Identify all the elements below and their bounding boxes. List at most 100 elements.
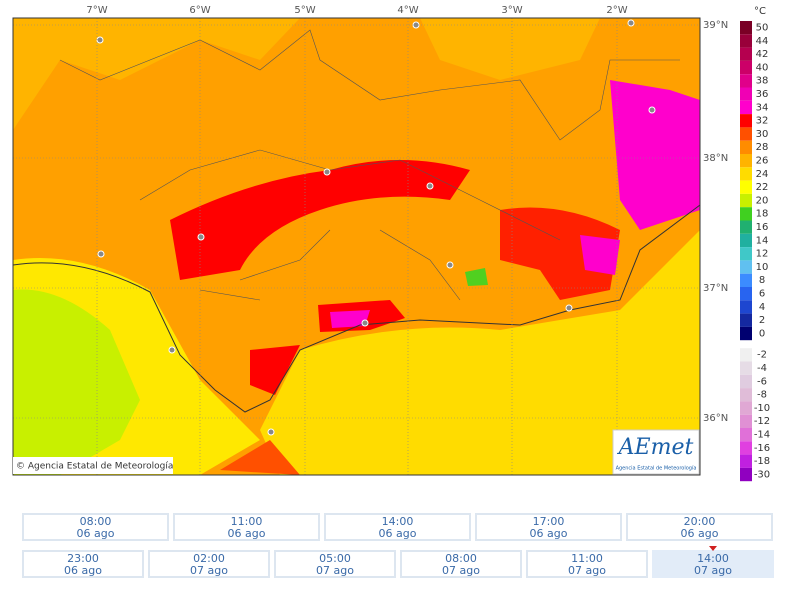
- time-date: 06 ago: [227, 527, 266, 540]
- time-time: 14:00: [697, 552, 729, 565]
- latitude-label: 39°N: [703, 20, 728, 31]
- longitude-label: 3°W: [501, 5, 522, 16]
- legend-label: -12: [754, 416, 770, 427]
- legend-label: 30: [756, 129, 769, 140]
- time-time: 08:00: [79, 515, 112, 528]
- time-button[interactable]: 14:00 07 ago: [652, 546, 774, 578]
- time-button[interactable]: 11:00 07 ago: [526, 550, 648, 578]
- legend-label: 0: [759, 328, 765, 339]
- legend-swatch: [740, 233, 752, 248]
- legend-label: 16: [756, 222, 769, 233]
- legend-label: 10: [756, 262, 769, 273]
- legend-label: 28: [756, 142, 769, 153]
- longitude-label: 6°W: [189, 5, 210, 16]
- legend-label: 34: [756, 102, 769, 113]
- legend-swatch: [740, 87, 752, 101]
- legend-swatch: [740, 313, 752, 327]
- legend-swatch: [740, 273, 752, 287]
- legend-swatch: [740, 326, 752, 341]
- legend-label: 32: [756, 116, 769, 127]
- legend-label: 22: [756, 182, 769, 193]
- map-view: 7°W 6°W 5°W 4°W 3°W 2°W 39°N 38°N 37°N 36°N © Ag…: [12, 5, 770, 482]
- longitude-label: 4°W: [397, 5, 418, 16]
- legend-label: 18: [756, 209, 769, 220]
- time-date: 07 ago: [190, 564, 228, 577]
- time-button[interactable]: 08:00 06 ago: [22, 513, 169, 541]
- time-button[interactable]: 20:00 06 ago: [626, 513, 773, 541]
- longitude-label: 7°W: [86, 5, 107, 16]
- legend-swatch: [740, 441, 752, 455]
- time-button[interactable]: 11:00 06 ago: [173, 513, 320, 541]
- legend-swatch: [740, 247, 752, 261]
- time-date: 06 ago: [680, 527, 719, 540]
- temperature-map: [13, 18, 700, 475]
- legend-label: -8: [757, 390, 767, 401]
- latitude-labels: 39°N 38°N 37°N 36°N: [703, 20, 728, 424]
- legend-label: 38: [756, 76, 769, 87]
- legend-label: -2: [757, 350, 767, 361]
- longitude-label: 5°W: [294, 5, 315, 16]
- legend-swatch: [740, 114, 752, 128]
- legend-swatch: [740, 454, 752, 468]
- time-time: 14:00: [381, 515, 414, 528]
- time-date: 06 ago: [76, 527, 115, 540]
- graticule: [13, 18, 700, 475]
- latitude-label: 37°N: [703, 283, 728, 294]
- map-frame: [12, 17, 701, 476]
- longitude-labels: 7°W 6°W 5°W 4°W 3°W 2°W: [86, 5, 627, 16]
- time-time: 11:00: [571, 552, 603, 565]
- copyright: © Agencia Estatal de Meteorología: [16, 462, 173, 472]
- legend-swatch: [740, 401, 752, 415]
- time-button[interactable]: 02:00 07 ago: [148, 550, 270, 578]
- time-date: 07 ago: [694, 564, 732, 577]
- legend-label: -6: [757, 376, 767, 387]
- legend-label: 12: [756, 249, 769, 260]
- legend-swatch: [740, 21, 752, 35]
- time-time: 23:00: [67, 552, 99, 565]
- logo-subtitle: Agencia Estatal de Meteorología: [616, 465, 697, 472]
- time-date: 07 ago: [568, 564, 606, 577]
- legend-label: -16: [754, 443, 770, 454]
- legend-swatch: [740, 100, 752, 115]
- legend-label: 24: [756, 169, 769, 180]
- legend-label: 14: [756, 235, 769, 246]
- time-button[interactable]: 05:00 07 ago: [274, 550, 396, 578]
- legend-swatch: [740, 74, 752, 88]
- legend: 5044424038363432302826242220181614121086…: [740, 21, 770, 482]
- legend-swatch: [740, 414, 752, 428]
- time-time: 11:00: [230, 515, 263, 528]
- legend-swatch: [740, 361, 752, 375]
- legend-swatch: [740, 180, 752, 194]
- legend-label: 4: [759, 302, 765, 313]
- time-button[interactable]: 23:00 06 ago: [22, 550, 144, 578]
- legend-swatch: [740, 167, 752, 181]
- legend-swatch: [740, 47, 752, 61]
- legend-label: 40: [756, 62, 769, 73]
- time-button[interactable]: 08:00 07 ago: [400, 550, 522, 578]
- legend-swatch: [740, 388, 752, 402]
- legend-swatch: [740, 300, 752, 314]
- legend-swatch: [740, 140, 752, 154]
- time-date: 06 ago: [378, 527, 417, 540]
- legend-swatch: [740, 154, 752, 168]
- time-time: 05:00: [319, 552, 351, 565]
- legend-swatch: [740, 287, 752, 301]
- legend-label: -18: [754, 456, 770, 467]
- legend-label: 26: [756, 156, 769, 167]
- time-button[interactable]: 17:00 06 ago: [475, 513, 622, 541]
- time-time: 17:00: [532, 515, 565, 528]
- legend-label: 20: [756, 195, 769, 206]
- legend-swatch: [740, 34, 752, 48]
- time-time: 08:00: [445, 552, 477, 565]
- legend-swatch: [740, 348, 752, 362]
- time-date: 06 ago: [529, 527, 568, 540]
- legend-swatch: [740, 127, 752, 141]
- time-time: 20:00: [683, 515, 716, 528]
- logo-box: [612, 429, 700, 475]
- time-button[interactable]: 14:00 06 ago: [324, 513, 471, 541]
- longitude-label: 2°W: [606, 5, 627, 16]
- legend-swatch: [740, 428, 752, 442]
- legend-label: -4: [757, 363, 767, 374]
- legend-unit: °C: [754, 6, 766, 17]
